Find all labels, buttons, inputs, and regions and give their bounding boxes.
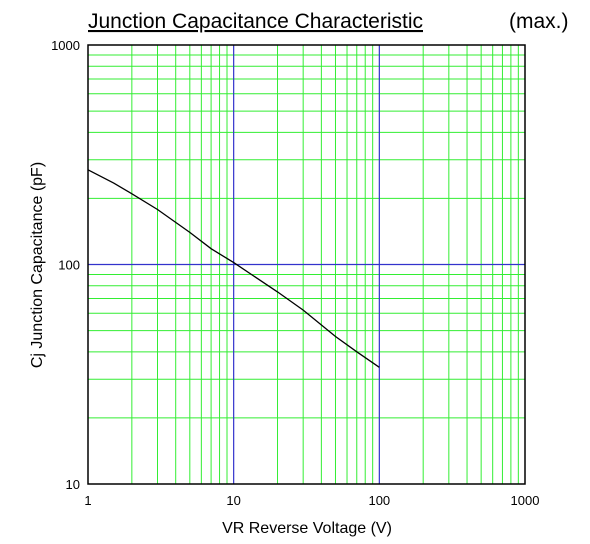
- y-axis-label: Cj Junction Capacitance (pF): [29, 162, 46, 368]
- x-tick-label: 1: [84, 493, 91, 508]
- x-tick-label: 10: [226, 493, 240, 508]
- y-tick-label: 100: [58, 258, 80, 273]
- x-tick-label: 1000: [511, 493, 540, 508]
- chart-title: Junction Capacitance Characteristic: [88, 10, 423, 33]
- y-tick-label: 10: [66, 477, 80, 492]
- x-tick-label: 100: [368, 493, 390, 508]
- plot-frame: [87, 44, 526, 485]
- x-axis-label: VR Reverse Voltage (V): [222, 520, 392, 537]
- x-tick-labels: 1 10 100 1000: [84, 493, 539, 508]
- chart-subtitle: (max.): [509, 10, 569, 33]
- y-tick-label: 1000: [51, 38, 80, 53]
- series-line: [87, 169, 380, 368]
- series-layer: [87, 169, 380, 368]
- major-grid: [88, 45, 525, 484]
- y-tick-labels: 10 100 1000: [51, 38, 80, 492]
